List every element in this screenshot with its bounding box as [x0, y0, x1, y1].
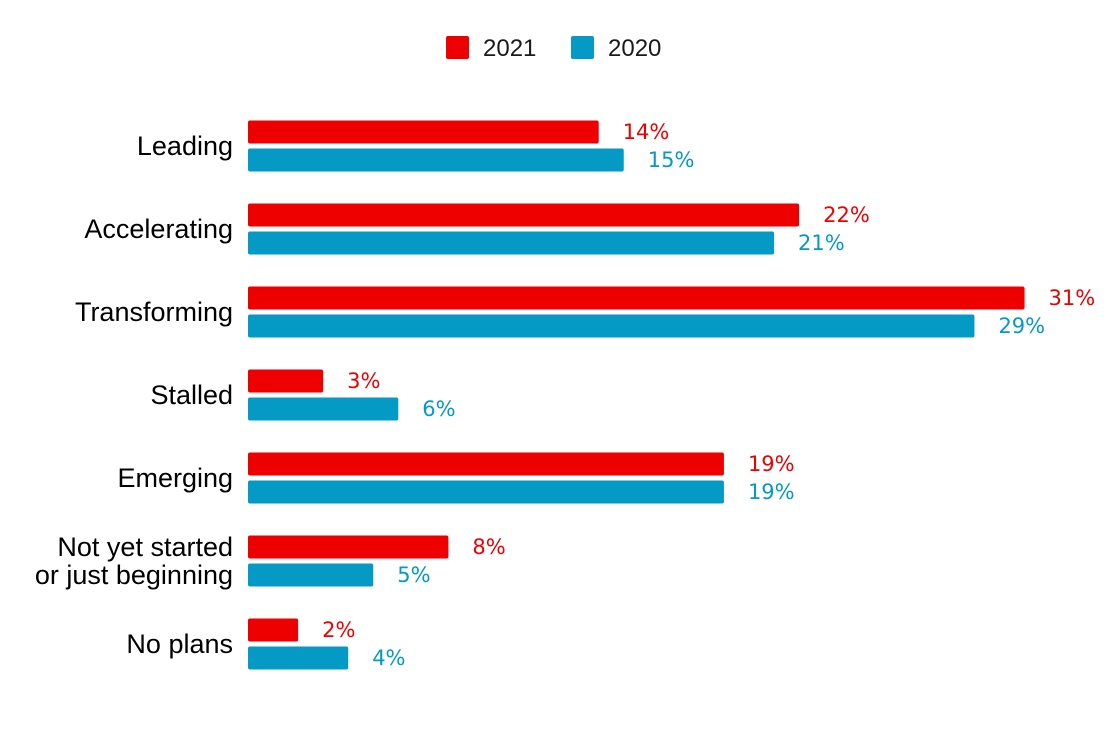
data-label-2020: 29% — [998, 314, 1045, 338]
legend-label-2021: 2021 — [483, 35, 536, 62]
legend: 2021 2020 — [446, 35, 661, 62]
category-label-line: Leading — [137, 131, 233, 161]
bar-2021 — [248, 369, 324, 393]
data-label-2020: 6% — [422, 397, 455, 421]
category-axis-labels: Leading Accelerating Transforming Stalled Em… — [35, 131, 233, 659]
category-label: Leading — [137, 131, 233, 161]
bar-2020 — [248, 397, 399, 421]
bars — [248, 120, 1025, 670]
data-label-2021: 2% — [322, 618, 355, 642]
category-label-line: Accelerating — [84, 214, 233, 244]
category-label: No plans — [126, 629, 233, 659]
data-label-2021: 3% — [347, 369, 380, 393]
data-label-2021: 8% — [472, 535, 505, 559]
bar-2020 — [248, 646, 349, 670]
bar-2021 — [248, 452, 724, 476]
data-label-2021: 14% — [623, 120, 670, 144]
data-label-2021: 22% — [823, 203, 870, 227]
legend-label-2020: 2020 — [608, 35, 661, 62]
data-label-2021: 19% — [748, 452, 795, 476]
bar-2020 — [248, 231, 775, 255]
data-label-2020: 4% — [372, 646, 405, 670]
data-label-2020: 21% — [798, 231, 845, 255]
bar-2021 — [248, 120, 599, 144]
bar-2020 — [248, 480, 724, 504]
legend-swatch-2021 — [446, 36, 469, 59]
bar-2021 — [248, 203, 800, 227]
category-label: Not yet started or just beginning — [35, 532, 233, 590]
data-label-2021: 31% — [1049, 286, 1096, 310]
legend-swatch-2020 — [571, 36, 594, 59]
category-label-line: No plans — [126, 629, 233, 659]
category-label-line: Emerging — [117, 463, 233, 493]
bar-2020 — [248, 563, 374, 587]
data-label-2020: 19% — [748, 480, 795, 504]
bar-2020 — [248, 148, 624, 172]
bar-2020 — [248, 314, 975, 338]
category-label: Accelerating — [84, 214, 233, 244]
bar-2021 — [248, 618, 299, 642]
category-label: Transforming — [75, 297, 233, 327]
data-label-2020: 15% — [648, 148, 695, 172]
category-label: Stalled — [150, 380, 233, 410]
category-label-line: Transforming — [75, 297, 233, 327]
category-label-line: Stalled — [150, 380, 233, 410]
bar-2021 — [248, 535, 449, 559]
category-label-line: Not yet started — [57, 532, 233, 562]
category-label: Emerging — [117, 463, 233, 493]
category-label-line: or just beginning — [35, 560, 233, 590]
data-label-2020: 5% — [397, 563, 430, 587]
data-labels: 14% 15% 22% 21% 31%29% 3% 6% 19% 19% 8% 5% 2% 4% — [322, 120, 1095, 670]
bar-2021 — [248, 286, 1025, 310]
